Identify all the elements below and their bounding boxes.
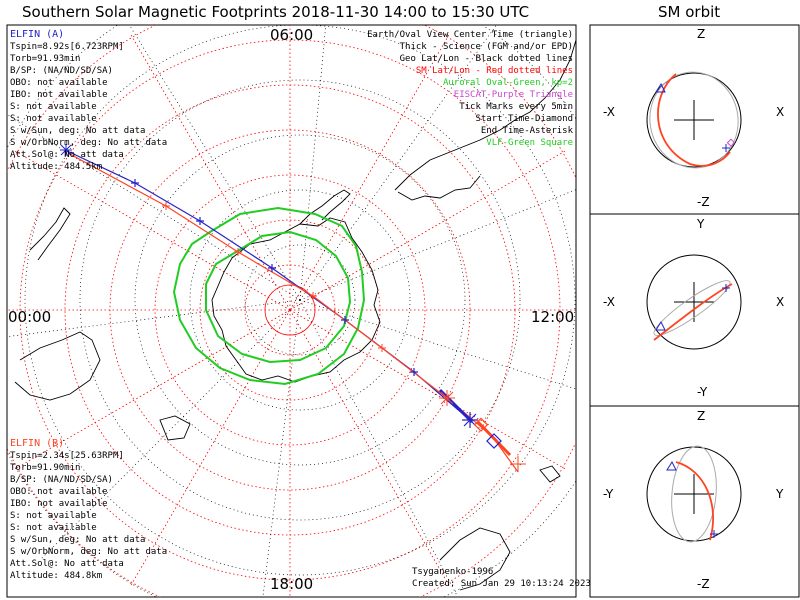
orbit-panel-frame [589,405,800,598]
orbit-axis-bottom: -Y [697,385,708,399]
geo-lon-spokes [7,25,576,597]
orbit-axis-right: X [776,295,784,309]
info-line: Att.Sol@: No att data [10,150,124,160]
elfin-b-start-diamond [473,417,489,432]
elfin-a-info: ELFIN (A) Tspin=8.92s[6.723RPM] Torb=91.… [10,29,167,173]
map-frame [6,24,577,598]
elfin-a-ticks [131,179,478,428]
info-line: Att.Sol@: No att data [10,559,124,569]
africa-coastline [439,527,511,591]
info-line: S: not available [10,523,97,533]
info-line: S w/OrbNorm, deg: No att data [10,547,168,557]
legend-item: Earth/Oval View Center Time (triangle) [367,30,573,40]
info-line: B/SP: (NA/ND/SD/SA) [10,66,113,76]
info-line: Tspin=8.92s[6.723RPM] [10,42,124,52]
info-line: S w/Sun, deg: No att data [10,535,146,545]
model-credit: Tsyganenko-1996 [412,567,494,577]
info-line: B/SP: (NA/ND/SD/SA) [10,475,113,485]
legend-item: VLF-Green Square [486,138,573,148]
info-line: S: not available [10,114,97,124]
mlt-label-top: 06:00 [270,26,313,44]
info-line: OBO: not available [10,78,108,88]
orbit-axis-left: -Y [603,487,614,501]
map-legend: Earth/Oval View Center Time (triangle) T… [353,29,573,149]
map-content [7,25,576,597]
orbit-axis-left: -X [603,295,615,309]
antarctic-peninsula [299,189,351,225]
elfin-a-track [64,149,471,421]
orbit-axis-left: -X [603,105,615,119]
auroral-oval-outer [172,206,366,386]
antarctica-coastline [211,217,381,383]
info-line: Altitude: 484.8km [10,571,103,581]
legend-item: End Time-Asterisk [480,126,573,136]
info-line: S w/OrbNorm, deg: No att data [10,138,168,148]
orbit-panel-xy: Y -Y -X X [589,213,800,407]
legend-item: Geo Lat/Lon - Black dotted lines [399,54,573,64]
page-title: Southern Solar Magnetic Footprints 2018-… [22,3,530,21]
orbit-axis-top: Z [697,409,705,423]
small-islands [159,415,561,483]
orbit-axis-right: X [776,105,784,119]
legend-item: Thick - Science (FGM and/or EPD) [399,42,573,52]
mlt-label-right: 12:00 [531,308,574,326]
info-line: Torb=91.90min [10,463,81,473]
info-line: S w/Sun, deg: No att data [10,126,146,136]
elfin-a-end-asterisk [60,144,72,156]
info-line: Torb=91.93min [10,54,81,64]
geo-lat-circles [7,25,576,597]
orbit-title: SM orbit [658,3,721,21]
orbit-axis-bottom: -Z [697,195,710,209]
orbit-axis-bottom: -Z [697,577,710,591]
legend-item: EISCAT-Purple Triangle [453,90,573,100]
info-line: Altitude: 484.5km [10,162,103,172]
info-line: IBO: not available [10,90,108,100]
australia-coastline [14,331,101,401]
legend-item: SM Lat/Lon - Red dotted lines [415,66,573,76]
info-line: S: not available [10,511,97,521]
info-line: OBO: not available [10,487,108,497]
orbit-axis-right: Y [775,487,784,501]
new-zealand-coastline [29,207,71,261]
info-line: Tspin=2.34s[25.63RPM] [10,451,124,461]
sm-pole-circle [264,284,316,336]
legend-item: Start Time-Diamond [475,114,573,124]
mlt-label-bottom: 18:00 [270,575,313,593]
auroral-oval-inner [205,230,352,364]
elfin-b-science [476,420,512,457]
legend-item: Auroral Oval-Green, kp=2 [442,78,573,88]
elfin-b-ticks [162,202,526,472]
orbit-panel-xz: Z -Z -X X [589,24,800,215]
elfin-b-info: ELFIN (B) Tspin=2.34s[25.63RPM] Torb=91.… [10,438,167,582]
info-line: IBO: not available [10,499,108,509]
info-line: S: not available [10,102,97,112]
orbit-axis-top: Z [697,27,705,41]
created-timestamp: Created: Sun Jan 29 10:13:24 2023 [412,579,591,589]
elfin-a-start-diamond [486,433,502,449]
elfin-a-title: ELFIN (A) [10,29,65,40]
elfin-b-track [67,152,519,473]
mlt-label-left: 00:00 [8,308,51,326]
legend-item: Tick Marks every 5min [459,102,573,112]
orbit-axis-top: Y [696,217,705,231]
elfin-b-title: ELFIN (B) [10,438,65,449]
south-america-tip [397,175,481,201]
orbit-panel-yz: Z -Z -Y Y [589,405,800,598]
south-america-coastline [394,39,576,191]
